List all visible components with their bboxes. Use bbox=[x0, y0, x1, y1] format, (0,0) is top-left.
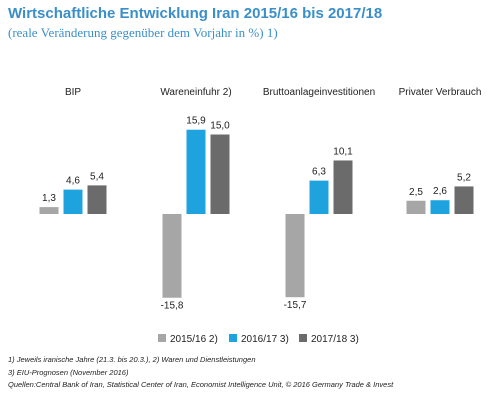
legend-swatch-2016-17-3 bbox=[229, 334, 237, 342]
category-label-bruttoanlageinvestitionen: Bruttoanlageinvestitionen bbox=[263, 87, 375, 98]
chart-title: Wirtschaftliche Entwicklung Iran 2015/16… bbox=[8, 5, 383, 22]
bar-privater-verbrauch-2017-18-3 bbox=[454, 186, 474, 214]
footnote-1: 1) Jeweils iranische Jahre (21.3. bis 20… bbox=[8, 355, 256, 364]
bar-bip-2017-18-3 bbox=[87, 185, 107, 214]
legend-label-2015-16-2: 2015/16 2) bbox=[170, 334, 218, 345]
bar-privater-verbrauch-2016-17-3 bbox=[430, 200, 450, 214]
footnote-2: 3) EIU-Prognosen (November 2016) bbox=[8, 367, 129, 377]
data-label-bruttoanlageinvestitionen-2017-18-3: 10,1 bbox=[333, 146, 353, 157]
footnotes: 1) Jeweils iranische Jahre (21.3. bis 20… bbox=[8, 354, 393, 392]
data-label-privater-verbrauch-2017-18-3: 5,2 bbox=[457, 172, 471, 183]
data-label-bip-2016-17-3: 4,6 bbox=[66, 176, 80, 187]
data-label-wareneinfuhr-2-2017-18-3: 15,0 bbox=[210, 121, 230, 132]
legend-swatch-2015-16-2 bbox=[158, 334, 166, 342]
legend-swatch-2017-18-3 bbox=[299, 334, 307, 342]
data-label-bruttoanlageinvestitionen-2016-17-3: 6,3 bbox=[312, 167, 326, 178]
data-label-privater-verbrauch-2016-17-3: 2,6 bbox=[433, 186, 447, 197]
bar-wareneinfuhr-2-2017-18-3 bbox=[210, 134, 230, 214]
data-label-wareneinfuhr-2-2015-16-2: -15,8 bbox=[161, 301, 184, 312]
bar-bruttoanlageinvestitionen-2015-16-2 bbox=[285, 214, 305, 298]
bar-bip-2015-16-2 bbox=[39, 207, 59, 214]
chart-subtitle: (reale Veränderung gegenüber dem Vorjahr… bbox=[8, 25, 278, 40]
bar-bruttoanlageinvestitionen-2016-17-3 bbox=[309, 180, 329, 214]
category-label-privater-verbrauch: Privater Verbrauch bbox=[399, 87, 482, 98]
bar-wareneinfuhr-2-2016-17-3 bbox=[186, 129, 206, 214]
data-label-bip-2015-16-2: 1,3 bbox=[42, 193, 56, 204]
category-label-wareneinfuhr-2: Wareneinfuhr 2) bbox=[160, 87, 231, 98]
legend-label-2016-17-3: 2016/17 3) bbox=[241, 334, 289, 345]
data-label-bruttoanlageinvestitionen-2015-16-2: -15,7 bbox=[284, 300, 307, 311]
bar-privater-verbrauch-2015-16-2 bbox=[406, 200, 426, 214]
data-label-wareneinfuhr-2-2016-17-3: 15,9 bbox=[186, 116, 206, 127]
bar-wareneinfuhr-2-2015-16-2 bbox=[162, 214, 182, 298]
category-label-bip: BIP bbox=[65, 87, 81, 98]
footnote-source: Quellen:Central Bank of Iran, Statistica… bbox=[8, 380, 394, 389]
bar-bip-2016-17-3 bbox=[63, 189, 83, 214]
legend-label-2017-18-3: 2017/18 3) bbox=[311, 334, 359, 345]
data-label-privater-verbrauch-2015-16-2: 2,5 bbox=[409, 187, 423, 198]
bar-bruttoanlageinvestitionen-2017-18-3 bbox=[333, 160, 353, 214]
data-label-bip-2017-18-3: 5,4 bbox=[90, 171, 104, 182]
